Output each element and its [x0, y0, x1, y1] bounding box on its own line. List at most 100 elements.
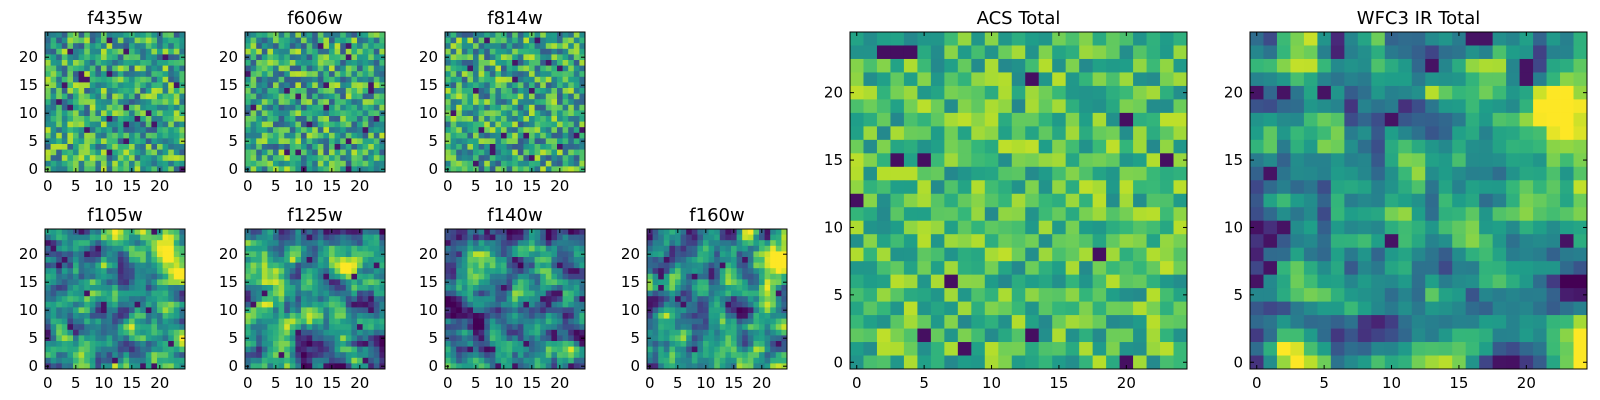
heatmap-cell [697, 245, 704, 252]
heatmap-cell [112, 301, 119, 308]
heatmap-cell [250, 121, 257, 128]
heatmap-cell [173, 341, 180, 347]
heatmap-cell [89, 257, 96, 263]
heatmap-cell [529, 132, 535, 139]
heatmap-cell [151, 155, 158, 162]
heatmap-cell [540, 296, 547, 303]
heatmap-cell [984, 153, 999, 168]
heatmap-cell [686, 318, 693, 325]
heatmap-cell [450, 346, 457, 353]
heatmap-cell [461, 149, 468, 156]
heatmap-cell [323, 324, 330, 331]
heatmap-cell [101, 43, 107, 50]
heatmap-cell [663, 273, 670, 280]
heatmap-cell [529, 155, 535, 162]
heatmap-cell [551, 121, 558, 128]
heatmap-cell [1133, 193, 1147, 208]
heatmap-cell [368, 116, 375, 122]
heatmap-cell [876, 153, 891, 168]
heatmap-cell [714, 335, 721, 342]
y-tick-label: 0 [428, 357, 438, 375]
heatmap-cell [179, 352, 186, 359]
heatmap-cell [501, 318, 507, 325]
heatmap-cell [714, 234, 721, 241]
heatmap-cell [1173, 166, 1188, 181]
heatmap-cell [484, 132, 491, 139]
heatmap-cell [61, 257, 68, 263]
heatmap-cell [719, 307, 726, 314]
heatmap-cell [373, 357, 380, 364]
heatmap-cell [357, 307, 363, 314]
heatmap-cell [284, 307, 291, 314]
heatmap-cell [245, 93, 251, 100]
heatmap-cell [517, 155, 524, 162]
heatmap-cell [501, 82, 507, 89]
heatmap-cell [467, 32, 474, 38]
heatmap-cell [489, 144, 496, 150]
heatmap-cell [523, 138, 530, 145]
heatmap-cell [362, 257, 369, 263]
heatmap-cell [168, 60, 175, 66]
heatmap-cell [56, 346, 63, 353]
heatmap-cell [134, 99, 141, 106]
heatmap-cell [529, 104, 535, 111]
heatmap-cell [781, 229, 788, 235]
heatmap-cell [944, 112, 959, 127]
heatmap-cell [461, 110, 468, 117]
heatmap-cell [95, 363, 102, 370]
heatmap-cell [362, 155, 369, 162]
heatmap-cell [301, 99, 307, 106]
heatmap-cell [157, 234, 163, 241]
heatmap-cell [78, 329, 85, 336]
heatmap-cell [373, 160, 380, 167]
heatmap-cell [145, 132, 152, 139]
heatmap-cell [703, 279, 709, 286]
heatmap-cell [373, 229, 380, 235]
heatmap-cell [573, 110, 580, 117]
heatmap-cell [551, 290, 558, 297]
heatmap-cell [50, 335, 57, 342]
heatmap-cell [273, 160, 279, 167]
heatmap-cell [78, 257, 85, 263]
heatmap-cell [568, 160, 575, 167]
heatmap-cell [67, 229, 74, 235]
heatmap-cell [473, 268, 479, 275]
heatmap-cell [930, 126, 945, 141]
heatmap-cell [301, 71, 307, 78]
heatmap-cell [106, 166, 113, 173]
heatmap-cell [351, 160, 358, 167]
heatmap-cell [50, 82, 57, 89]
heatmap-cell [647, 324, 653, 331]
heatmap-cell [652, 234, 659, 241]
heatmap-cell [770, 352, 777, 359]
heatmap-cell [250, 160, 257, 167]
heatmap-cell [753, 324, 760, 331]
heatmap-cell [545, 76, 552, 83]
heatmap-cell [245, 121, 251, 128]
heatmap-cell [506, 149, 513, 156]
heatmap-cell [1038, 32, 1053, 46]
heatmap-cell [45, 60, 51, 66]
heatmap-cell [714, 245, 721, 252]
heatmap-cell [61, 234, 68, 241]
heatmap-cell [461, 104, 468, 111]
heatmap-cell [312, 245, 319, 252]
heatmap-cell [557, 48, 563, 55]
heatmap-cell [289, 363, 296, 370]
heatmap-cell [1092, 72, 1107, 87]
heatmap-cell [50, 329, 57, 336]
heatmap-cells [445, 229, 586, 370]
heatmap-cell [323, 82, 330, 89]
heatmap-cell [112, 160, 119, 167]
heatmap-cell [971, 153, 986, 168]
heatmap-cell [78, 121, 85, 128]
heatmap-cell [295, 229, 302, 235]
heatmap-cell [168, 318, 175, 325]
heatmap-cell [489, 155, 496, 162]
heatmap-cell [67, 32, 74, 38]
heatmap-cell [362, 229, 369, 235]
heatmap-cell [461, 43, 468, 50]
heatmap-cell [312, 32, 319, 38]
heatmap-cell [551, 127, 558, 134]
heatmap-cell [162, 363, 169, 370]
